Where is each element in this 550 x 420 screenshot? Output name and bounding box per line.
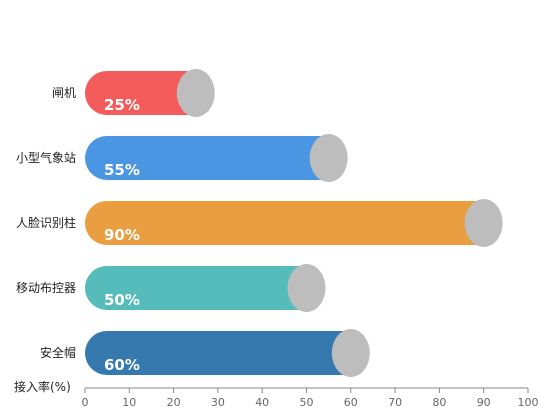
x-axis-ticks: 0 10 20 30 40 50 60 70 80 90 100 bbox=[82, 388, 539, 409]
bar-end-marker bbox=[331, 329, 370, 377]
category-label: 小型气象站 bbox=[16, 150, 76, 165]
bar bbox=[85, 71, 196, 115]
x-tick-label: 100 bbox=[518, 396, 539, 409]
category-label: 安全帽 bbox=[40, 345, 76, 360]
bar bbox=[85, 266, 307, 310]
x-tick-label: 30 bbox=[211, 396, 225, 409]
x-tick-label: 60 bbox=[344, 396, 358, 409]
bars-layer: 25% 55% 90% 50% 60% bbox=[85, 69, 503, 377]
bar bbox=[85, 331, 351, 375]
category-label: 闸机 bbox=[52, 86, 76, 100]
x-tick-label: 80 bbox=[432, 396, 446, 409]
x-tick-label: 10 bbox=[122, 396, 136, 409]
x-tick-label: 90 bbox=[477, 396, 491, 409]
data-label: 25% bbox=[104, 96, 140, 114]
x-tick-label: 70 bbox=[388, 396, 402, 409]
x-tick-label: 0 bbox=[82, 396, 89, 409]
data-label: 60% bbox=[104, 356, 140, 374]
data-label: 55% bbox=[104, 161, 140, 179]
x-tick-label: 50 bbox=[300, 396, 314, 409]
x-tick-label: 20 bbox=[167, 396, 181, 409]
bar bbox=[85, 136, 329, 180]
bar-end-marker bbox=[176, 69, 215, 117]
data-label: 50% bbox=[104, 291, 140, 309]
bar-end-marker bbox=[287, 264, 326, 312]
bar-end-marker bbox=[309, 134, 348, 182]
x-axis-title: 接入率(%) bbox=[14, 379, 71, 394]
bar-end-marker bbox=[464, 199, 503, 247]
bar bbox=[85, 201, 484, 245]
data-label: 90% bbox=[104, 226, 140, 244]
category-label: 移动布控器 bbox=[16, 281, 76, 295]
x-tick-label: 40 bbox=[255, 396, 269, 409]
category-label: 人脸识别柱 bbox=[16, 215, 76, 230]
